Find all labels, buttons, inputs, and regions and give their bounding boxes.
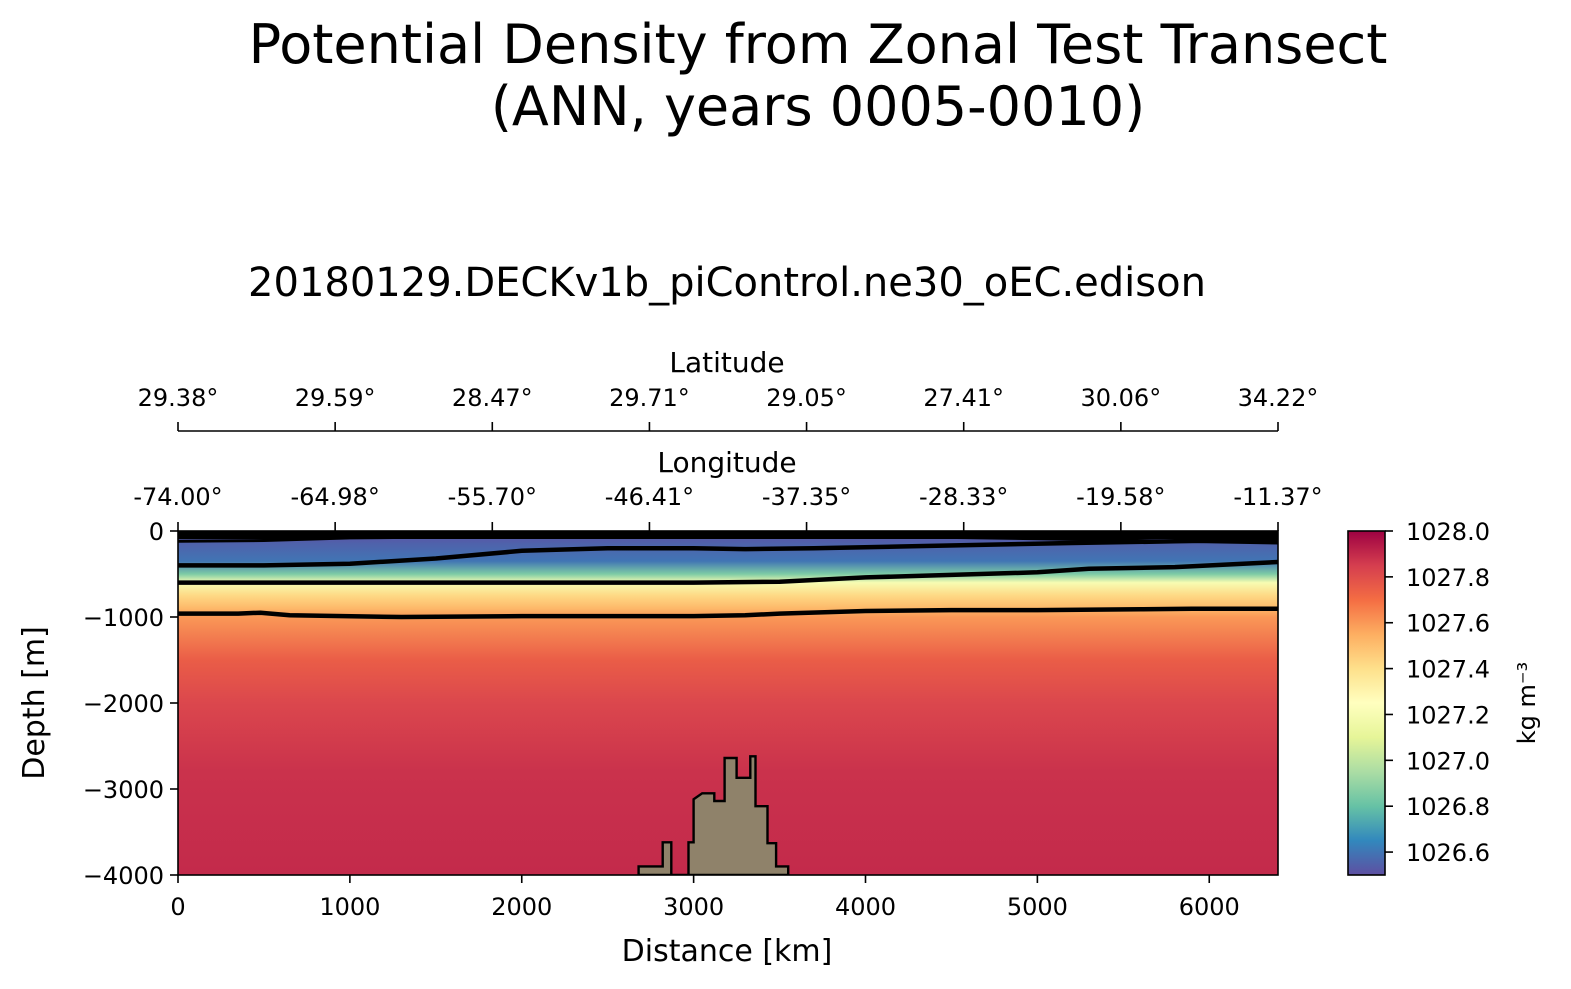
y-axis-label: Depth [m] [17, 626, 52, 780]
latitude-tick-label: 29.38° [138, 384, 219, 412]
x-tick-label: 0 [170, 893, 185, 921]
y-tick-label: 0 [149, 518, 164, 546]
colorbar-tick-label: 1027.4 [1406, 656, 1490, 684]
x-tick-label: 3000 [663, 893, 724, 921]
longitude-tick-label: -11.37° [1233, 483, 1322, 511]
y-tick-label: −4000 [83, 862, 164, 890]
latitude-tick-labels: 29.38° 29.59° 28.47° 29.71° 29.05° 27.41° 30.0… [138, 384, 1319, 412]
latitude-tick-label: 29.59° [295, 384, 376, 412]
plot-area [178, 531, 1278, 875]
y-tick-label: −2000 [83, 690, 164, 718]
contour-middle [178, 559, 1278, 585]
y-tick-label: −1000 [83, 604, 164, 632]
colorbar-label: kg m⁻³ [1513, 662, 1541, 744]
colorbar-ticks: 1028.0 1027.8 1027.6 1027.4 1027.2 1027.0 1026… [1385, 518, 1490, 867]
colorbar-tick-label: 1027.8 [1406, 564, 1490, 592]
colorbar [1347, 530, 1386, 876]
longitude-tick-label: -28.33° [919, 483, 1008, 511]
seafloor-bathymetry [637, 755, 790, 875]
longitude-axis-label: Longitude [657, 446, 796, 479]
latitude-tick-label: 27.41° [923, 384, 1004, 412]
colorbar-tick-label: 1026.8 [1406, 793, 1490, 821]
latitude-tick-label: 30.06° [1080, 384, 1161, 412]
y-axis-ticks: 0 −1000 −2000 −3000 −4000 [83, 518, 178, 890]
longitude-tick-label: -37.35° [762, 483, 851, 511]
chart-title-line2: (ANN, years 0005-0010) [491, 75, 1145, 138]
contour-surface-band [178, 531, 1278, 539]
longitude-tick-label: -46.41° [605, 483, 694, 511]
contour-lower [178, 606, 1278, 620]
longitude-tick-label: -19.58° [1076, 483, 1165, 511]
contour-upper [178, 537, 1278, 568]
x-axis-ticks: 0 1000 2000 3000 4000 5000 6000 [170, 875, 1240, 921]
x-tick-label: 4000 [835, 893, 896, 921]
x-tick-label: 5000 [1007, 893, 1068, 921]
x-axis-label: Distance [km] [622, 934, 833, 969]
longitude-tick-label: -55.70° [448, 483, 537, 511]
x-tick-label: 2000 [491, 893, 552, 921]
longitude-tick-label: -74.00° [133, 483, 222, 511]
latitude-tick-label: 29.05° [766, 384, 847, 412]
latitude-tick-label: 34.22° [1238, 384, 1319, 412]
latitude-tick-label: 29.71° [609, 384, 690, 412]
longitude-tick-label: -64.98° [290, 483, 379, 511]
chart-subtitle: 20180129.DECKv1b_piControl.ne30_oEC.edis… [248, 260, 1206, 306]
colorbar-tick-label: 1028.0 [1406, 518, 1490, 546]
x-tick-label: 6000 [1179, 893, 1240, 921]
y-tick-label: −3000 [83, 776, 164, 804]
longitude-tick-labels: -74.00° -64.98° -55.70° -46.41° -37.35° -28.3… [133, 483, 1322, 511]
chart-title-line1: Potential Density from Zonal Test Transe… [249, 13, 1388, 76]
latitude-axis-label: Latitude [669, 346, 784, 379]
x-tick-label: 1000 [319, 893, 380, 921]
colorbar-tick-label: 1027.2 [1406, 701, 1490, 729]
colorbar-tick-label: 1027.0 [1406, 747, 1490, 775]
density-contours [178, 531, 1278, 620]
longitude-ticks [177, 522, 1279, 531]
colorbar-tick-label: 1026.6 [1406, 839, 1490, 867]
latitude-ticks [177, 422, 1279, 431]
latitude-tick-label: 28.47° [452, 384, 533, 412]
colorbar-tick-label: 1027.6 [1406, 610, 1490, 638]
